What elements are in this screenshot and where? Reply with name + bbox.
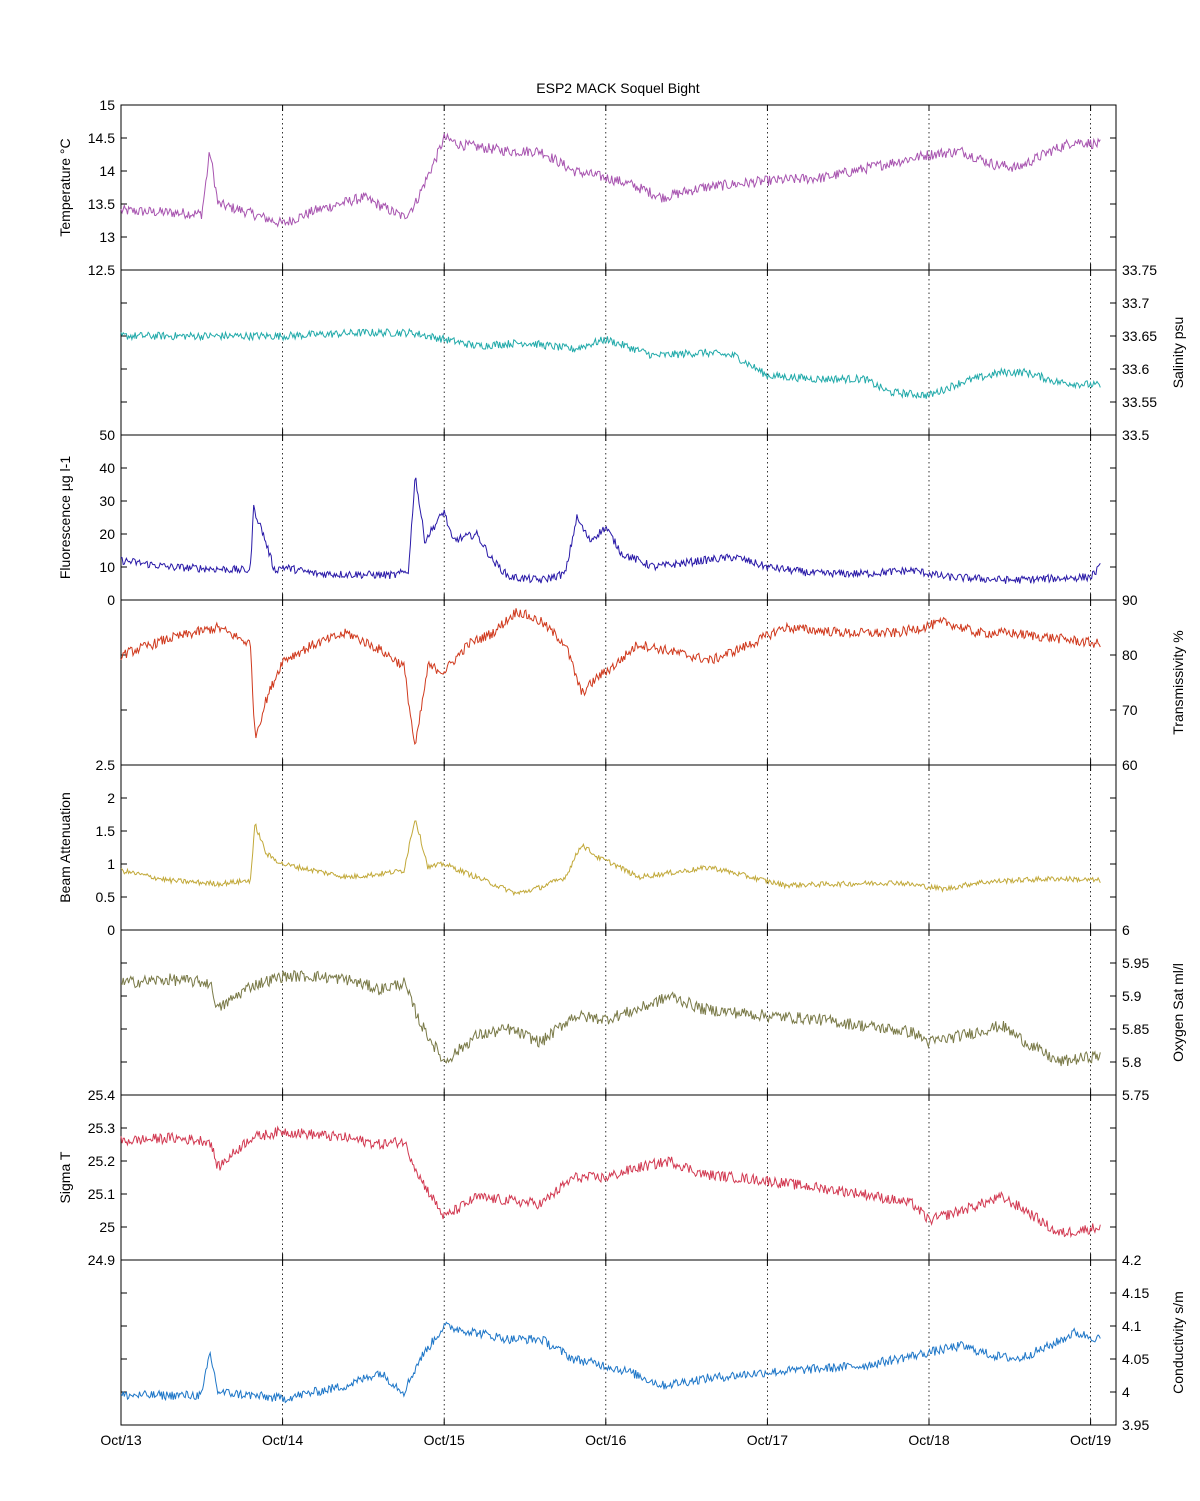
y-axis-label: Sigma T bbox=[57, 1151, 73, 1203]
y-tick-label: 25.4 bbox=[88, 1087, 115, 1103]
y-tick-label: 33.7 bbox=[1122, 295, 1149, 311]
y-tick-label: 0 bbox=[107, 592, 115, 608]
series-line bbox=[120, 477, 1101, 585]
panel-7: 24.9 25 25.1 25.2 25.3 25.4 Sigma T bbox=[57, 1087, 1117, 1268]
panel-8: 3.95 4 4.05 4.1 4.15 4.2 Conductivity s/m bbox=[120, 1252, 1186, 1433]
y-tick-label: 3.95 bbox=[1122, 1417, 1149, 1433]
series-line bbox=[120, 820, 1101, 897]
y-axis-label: Temperature °C bbox=[57, 138, 73, 236]
y-tick-label: 5.8 bbox=[1122, 1054, 1142, 1070]
y-tick-label: 1 bbox=[107, 856, 115, 872]
y-axis-label: Salinity psu bbox=[1170, 317, 1186, 389]
panel-6: 5.75 5.8 5.85 5.9 5.95 6 Oxygen Sat ml/l bbox=[120, 922, 1186, 1103]
y-tick-label: 40 bbox=[99, 460, 115, 476]
y-tick-label: 13 bbox=[99, 229, 115, 245]
y-axis-label: Transmissivity % bbox=[1170, 630, 1186, 735]
y-tick-label: 33.6 bbox=[1122, 361, 1149, 377]
y-tick-label: 12.5 bbox=[88, 262, 115, 278]
series-line bbox=[120, 969, 1101, 1067]
y-tick-label: 25.1 bbox=[88, 1186, 115, 1202]
y-tick-label: 4.2 bbox=[1122, 1252, 1142, 1268]
y-tick-label: 33.5 bbox=[1122, 427, 1149, 443]
y-tick-label: 5.75 bbox=[1122, 1087, 1149, 1103]
panel-5: 0 0.5 1 1.5 2 2.5 Beam Attenuation bbox=[57, 757, 1117, 938]
y-axis-label: Fluorescence µg l-1 bbox=[57, 456, 73, 579]
y-tick-label: 70 bbox=[1122, 702, 1138, 718]
y-tick-label: 33.55 bbox=[1122, 394, 1157, 410]
y-tick-label: 80 bbox=[1122, 647, 1138, 663]
y-axis-label: Conductivity s/m bbox=[1170, 1291, 1186, 1394]
y-tick-label: 50 bbox=[99, 427, 115, 443]
y-tick-label: 6 bbox=[1122, 922, 1130, 938]
y-tick-label: 2.5 bbox=[96, 757, 116, 773]
x-tick-label: Oct/16 bbox=[585, 1432, 626, 1448]
y-tick-label: 10 bbox=[99, 559, 115, 575]
series-line bbox=[120, 1321, 1101, 1404]
y-tick-label: 4.15 bbox=[1122, 1285, 1149, 1301]
y-tick-label: 0 bbox=[107, 922, 115, 938]
y-tick-label: 15 bbox=[99, 97, 115, 113]
y-tick-label: 90 bbox=[1122, 592, 1138, 608]
series-line bbox=[120, 132, 1101, 228]
x-tick-label: Oct/17 bbox=[747, 1432, 788, 1448]
y-tick-label: 33.65 bbox=[1122, 328, 1157, 344]
plot-frame bbox=[120, 269, 1117, 436]
x-tick-label: Oct/18 bbox=[908, 1432, 949, 1448]
y-tick-label: 5.95 bbox=[1122, 955, 1149, 971]
figure-title: ESP2 MACK Soquel Bight bbox=[536, 80, 700, 96]
y-tick-label: 13.5 bbox=[88, 196, 115, 212]
series-line bbox=[120, 608, 1101, 745]
x-tick-label: Oct/15 bbox=[424, 1432, 465, 1448]
y-tick-label: 5.9 bbox=[1122, 988, 1142, 1004]
y-tick-label: 14.5 bbox=[88, 130, 115, 146]
plot-frame bbox=[120, 929, 1117, 1096]
plot-frame bbox=[120, 599, 1117, 766]
y-axis-label: Oxygen Sat ml/l bbox=[1170, 963, 1186, 1062]
plot-frame bbox=[120, 104, 1117, 271]
y-tick-label: 2 bbox=[107, 790, 115, 806]
x-tick-label: Oct/13 bbox=[100, 1432, 141, 1448]
series-line bbox=[120, 327, 1101, 400]
panel-2: 33.5 33.55 33.6 33.65 33.7 33.75 Salinity psu bbox=[120, 262, 1186, 443]
y-tick-label: 60 bbox=[1122, 757, 1138, 773]
panel-1: 12.5 13 13.5 14 14.5 15 Temperature °C bbox=[57, 97, 1117, 278]
plot-frame bbox=[120, 1094, 1117, 1261]
y-tick-label: 1.5 bbox=[96, 823, 116, 839]
y-tick-label: 4.05 bbox=[1122, 1351, 1149, 1367]
y-tick-label: 4.1 bbox=[1122, 1318, 1142, 1334]
y-tick-label: 0.5 bbox=[96, 889, 116, 905]
y-tick-label: 5.85 bbox=[1122, 1021, 1149, 1037]
x-tick-label: Oct/14 bbox=[262, 1432, 303, 1448]
plot-frame bbox=[120, 434, 1117, 601]
x-axis-date-ticks: Oct/13 Oct/14 Oct/15 Oct/16 Oct/17 Oct/18 Oct/… bbox=[100, 1432, 1111, 1448]
panel-4: 60 70 80 90 Transmissivity % bbox=[120, 592, 1186, 773]
series-line bbox=[120, 1125, 1101, 1239]
y-tick-label: 20 bbox=[99, 526, 115, 542]
plot-frame bbox=[120, 1259, 1117, 1426]
y-tick-label: 33.75 bbox=[1122, 262, 1157, 278]
y-tick-label: 24.9 bbox=[88, 1252, 115, 1268]
x-tick-label: Oct/19 bbox=[1070, 1432, 1111, 1448]
y-axis-label: Beam Attenuation bbox=[57, 792, 73, 903]
y-tick-label: 14 bbox=[99, 163, 115, 179]
plot-frame bbox=[120, 764, 1117, 931]
y-tick-label: 30 bbox=[99, 493, 115, 509]
y-tick-label: 4 bbox=[1122, 1384, 1130, 1400]
y-tick-label: 25.2 bbox=[88, 1153, 115, 1169]
y-tick-label: 25.3 bbox=[88, 1120, 115, 1136]
y-tick-label: 25 bbox=[99, 1219, 115, 1235]
panel-3: 0 10 20 30 40 50 Fluorescence µg l-1 bbox=[57, 427, 1117, 608]
